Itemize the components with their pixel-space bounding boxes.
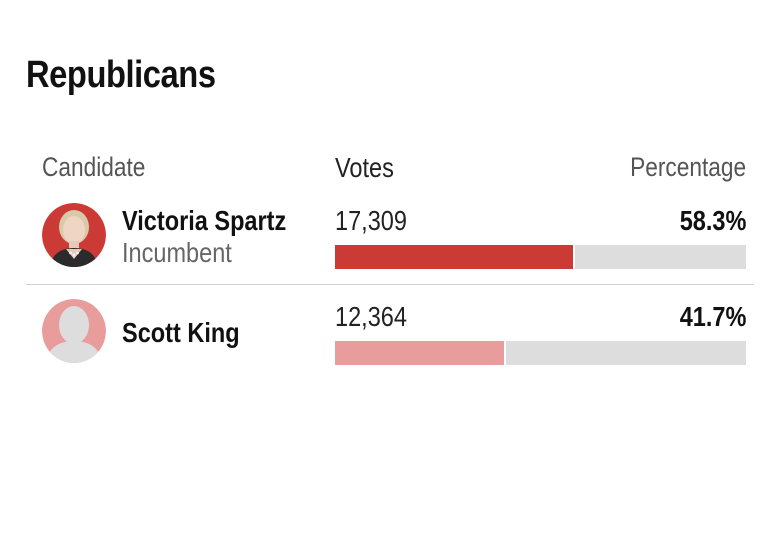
vote-share-bar [335,245,746,269]
candidate-name: Scott King [122,317,240,348]
placeholder-avatar [42,299,106,363]
column-header-candidate: Candidate [42,152,146,182]
candidate-name: Victoria Spartz [122,205,287,236]
column-header-votes: Votes [335,152,394,183]
incumbent-label: Incumbent [122,237,232,268]
section-title: Republicans [26,54,216,96]
vote-count: 17,309 [335,205,407,236]
row-divider [26,284,754,285]
vote-count: 12,364 [335,301,407,332]
candidate-photo-icon [42,203,106,267]
vote-share-fill [335,245,575,269]
vote-share-fill [335,341,507,365]
column-header-percentage: Percentage [629,152,746,182]
vote-percentage: 41.7% [679,301,746,332]
placeholder-silhouette-icon [42,299,106,363]
vote-share-bar [335,341,746,365]
candidate-photo [42,203,106,267]
vote-percentage: 58.3% [679,205,746,236]
